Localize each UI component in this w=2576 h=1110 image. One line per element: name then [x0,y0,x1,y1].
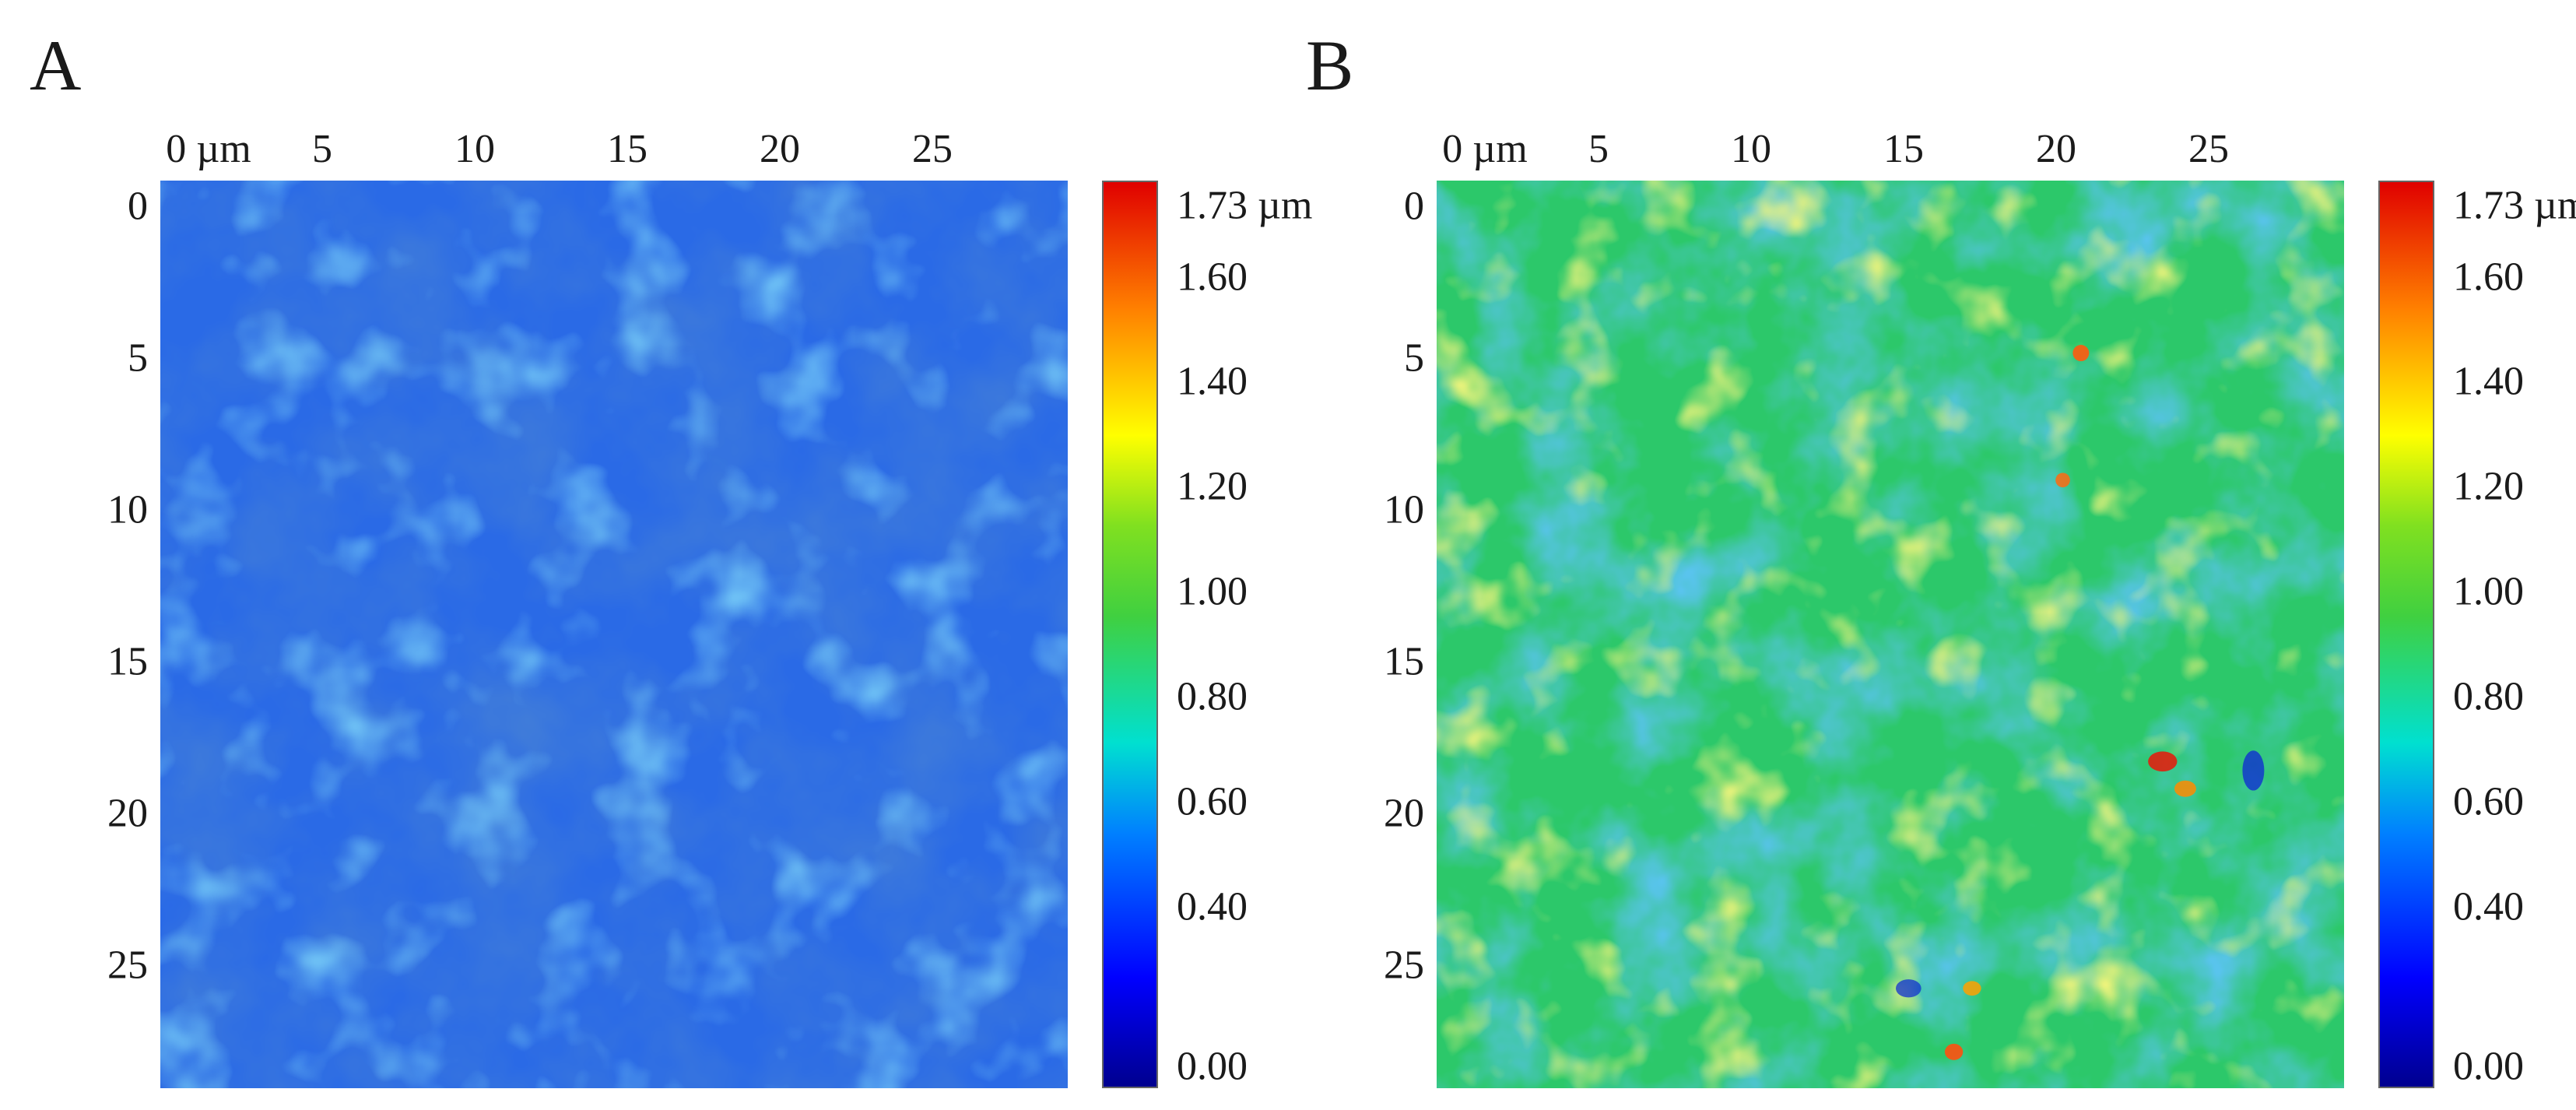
height-map-b [1437,181,2344,1088]
x-tick: 15 [607,127,648,171]
panel-a: A 0 µm 5 10 15 20 25 0 5 10 15 20 25 [30,26,1312,1089]
x-tick: 25 [2188,127,2229,171]
y-tick: 20 [1384,791,1424,836]
x-tick: 20 [760,127,800,171]
y-tick: 0 [1404,184,1424,229]
panel-label: A [30,26,82,105]
y-tick: 15 [1384,639,1424,684]
y-tick: 10 [107,487,148,532]
x-tick: 0 µm [166,127,251,171]
y-tick: 5 [128,335,148,381]
colorbar-label: 0.00 [2453,1044,2524,1089]
x-tick: 15 [1883,127,1924,171]
x-tick: 5 [1588,127,1609,171]
y-tick: 25 [107,943,148,988]
x-tick: 5 [312,127,332,171]
y-tick: 20 [107,791,148,836]
x-tick: 10 [1731,127,1771,171]
colorbar-label: 1.20 [1177,464,1248,509]
colorbar-label: 1.60 [2453,255,2524,300]
y-tick: 25 [1384,943,1424,988]
x-tick: 10 [454,127,495,171]
colorbar-label: 1.20 [2453,464,2524,509]
height-map-a [160,181,1068,1088]
colorbar-b [2378,181,2434,1088]
colorbar-max-label: 1.73 µm [1177,183,1313,228]
x-tick: 0 µm [1442,127,1528,171]
colorbar-label: 0.60 [2453,779,2524,824]
colorbar-label: 0.80 [1177,674,1248,719]
colorbar-label: 1.00 [2453,569,2524,614]
panel-b: B 0 µm 5 10 15 20 25 0 5 10 15 20 25 [1276,0,2576,1110]
colorbar-label: 1.60 [1177,255,1248,300]
colorbar-a [1102,181,1158,1088]
x-tick: 25 [912,127,953,171]
colorbar-label: 0.00 [1177,1044,1248,1089]
colorbar-label: 0.60 [1177,779,1248,824]
x-tick: 20 [2036,127,2076,171]
colorbar-label: 0.40 [1177,884,1248,929]
colorbar-max-label: 1.73 µm [2453,183,2576,228]
colorbar-label: 0.40 [2453,884,2524,929]
colorbar-label: 1.40 [2453,359,2524,404]
panel-label: B [1306,26,1354,105]
colorbar-label: 1.40 [1177,359,1248,404]
y-tick: 0 [128,184,148,229]
y-tick: 5 [1404,335,1424,381]
y-tick: 15 [107,639,148,684]
y-tick: 10 [1384,487,1424,532]
colorbar-label: 0.80 [2453,674,2524,719]
colorbar-label: 1.00 [1177,569,1248,614]
